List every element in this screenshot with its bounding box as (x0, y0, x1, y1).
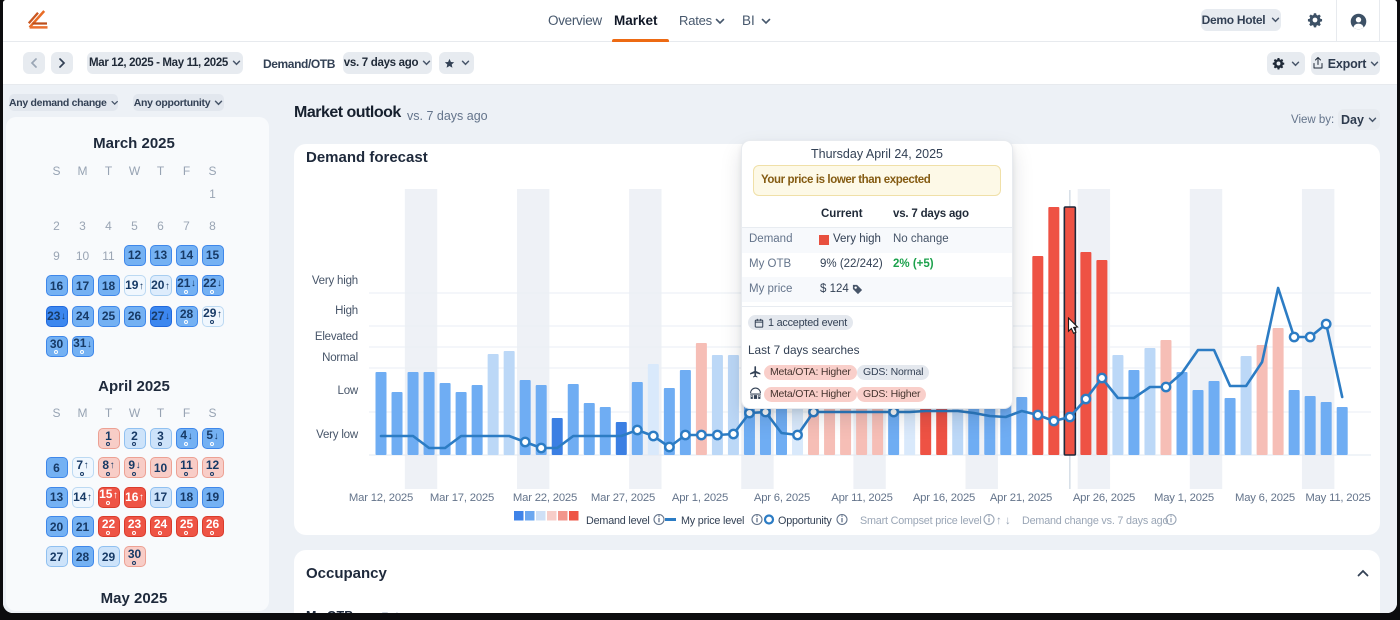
svg-text:Very low: Very low (316, 429, 359, 441)
svg-text:Mar 27, 2025: Mar 27, 2025 (591, 492, 655, 504)
svg-text:Apr 16, 2025: Apr 16, 2025 (913, 492, 975, 504)
svg-text:Mar 12, 2025: Mar 12, 2025 (349, 492, 413, 504)
svg-text:Apr 6, 2025: Apr 6, 2025 (754, 492, 810, 504)
svg-text:Demand level: Demand level (586, 515, 650, 527)
svg-text:Apr 21, 2025: Apr 21, 2025 (990, 492, 1052, 504)
svg-text:Normal: Normal (322, 352, 358, 364)
svg-text:High: High (335, 305, 358, 317)
svg-text:Apr 11, 2025: Apr 11, 2025 (831, 492, 892, 504)
svg-text:Mar 22, 2025: Mar 22, 2025 (513, 492, 577, 504)
svg-text:Elevated: Elevated (315, 331, 358, 343)
svg-text:May 11, 2025: May 11, 2025 (1305, 492, 1370, 504)
svg-text:Very high: Very high (312, 275, 358, 287)
svg-text:May 1, 2025: May 1, 2025 (1154, 492, 1214, 504)
svg-text:My price level: My price level (681, 515, 744, 527)
svg-text:Apr 1, 2025: Apr 1, 2025 (672, 492, 728, 504)
svg-text:Low: Low (338, 385, 359, 397)
svg-text:May 6, 2025: May 6, 2025 (1235, 492, 1295, 504)
svg-text:Demand change vs. 7 days ago: Demand change vs. 7 days ago (1022, 515, 1168, 527)
svg-text:↑ ↓: ↑ ↓ (996, 515, 1011, 527)
svg-text:Smart Compset price level: Smart Compset price level (860, 515, 982, 527)
svg-text:Opportunity: Opportunity (778, 515, 832, 527)
svg-text:Apr 26, 2025: Apr 26, 2025 (1073, 492, 1135, 504)
svg-text:Mar 17, 2025: Mar 17, 2025 (430, 492, 494, 504)
